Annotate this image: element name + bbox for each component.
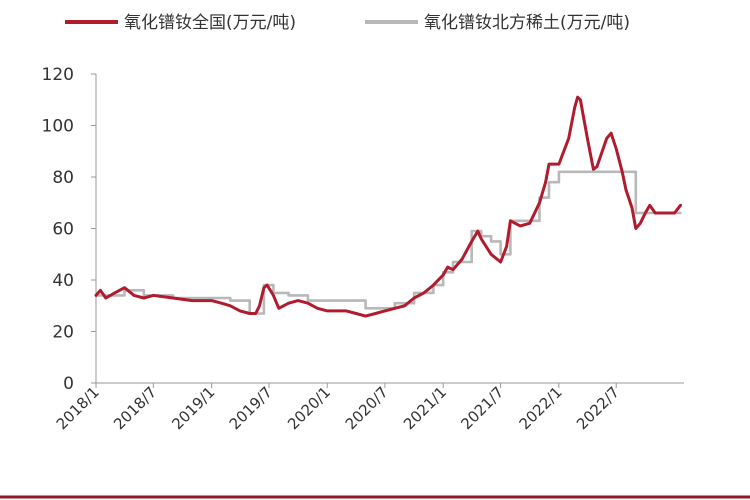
legend: 氧化镨钕全国(万元/吨) 氧化镨钕北方稀土(万元/吨) xyxy=(65,13,630,33)
x-tick-label: 2019/1 xyxy=(168,383,218,433)
x-tick-label: 2022/1 xyxy=(516,383,566,433)
y-tick-label: 80 xyxy=(52,168,74,188)
x-tick-label: 2020/7 xyxy=(342,383,392,433)
x-tick-label: 2019/7 xyxy=(226,383,276,433)
y-tick-label: 20 xyxy=(52,323,74,343)
x-tick-label: 2018/7 xyxy=(110,383,160,433)
y-tick-label: 0 xyxy=(63,374,74,394)
y-tick-label: 60 xyxy=(52,220,74,240)
x-tick-label: 2022/7 xyxy=(573,383,623,433)
y-tick-label: 100 xyxy=(42,117,74,137)
x-tick-label: 2021/1 xyxy=(400,383,450,433)
y-tick-label: 40 xyxy=(52,271,74,291)
x-tick-label: 2018/1 xyxy=(53,383,103,433)
x-tick-label: 2020/1 xyxy=(284,383,334,433)
series-line-2 xyxy=(94,170,682,315)
series-line-1 xyxy=(94,95,682,318)
x-tick-label: 2021/7 xyxy=(457,383,507,433)
y-tick-label: 120 xyxy=(42,65,74,85)
legend-label-series-1: 氧化镨钕全国(万元/吨) xyxy=(124,13,296,33)
series-layer xyxy=(94,95,682,318)
legend-label-series-2: 氧化镨钕北方稀土(万元/吨) xyxy=(424,13,630,33)
